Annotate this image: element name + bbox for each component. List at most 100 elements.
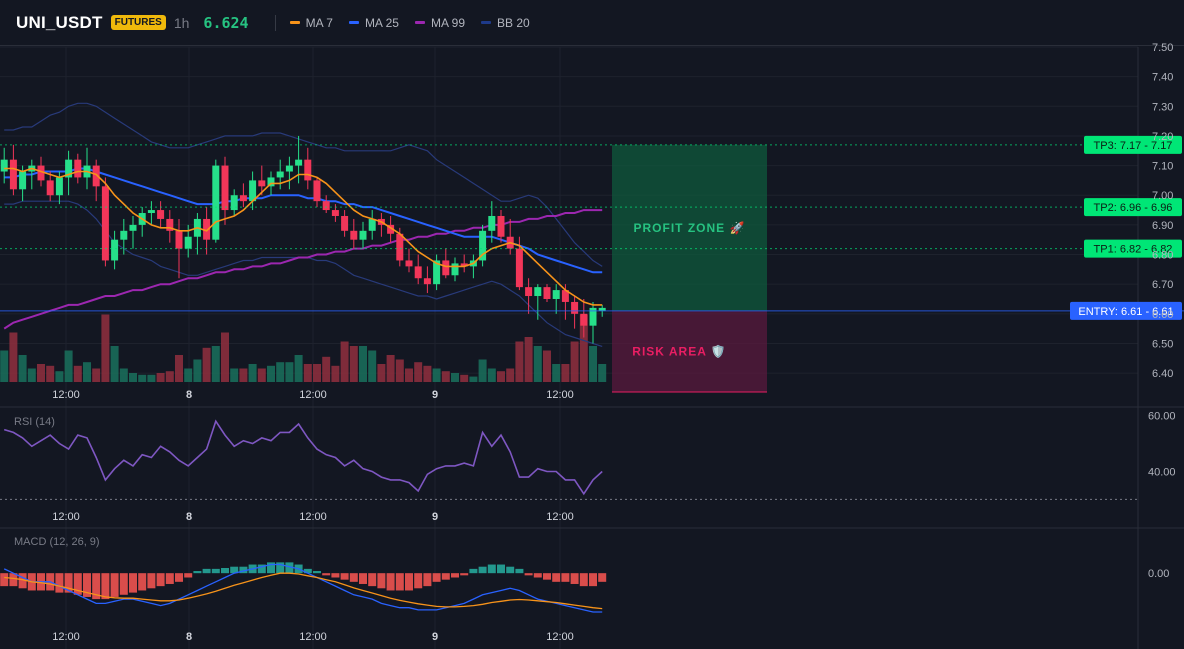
candle-body <box>405 260 413 267</box>
legend-item-bb-20[interactable]: BB 20 <box>481 16 530 30</box>
volume-bar <box>589 346 597 382</box>
volume-bar <box>377 364 386 382</box>
tp2-label-box <box>1084 198 1182 217</box>
candle-body <box>184 236 192 249</box>
volume-bars <box>0 314 607 382</box>
candle-body <box>285 165 293 172</box>
candle-body <box>368 218 376 231</box>
legend-swatch <box>481 21 491 24</box>
volume-bar <box>184 368 193 382</box>
time-tick-label: 12:00 <box>546 389 574 401</box>
price-tick-label: 6.50 <box>1152 338 1173 350</box>
legend-swatch <box>414 21 425 24</box>
timeframe-label[interactable]: 1h <box>173 14 190 31</box>
time-tick-label: 12:00 <box>52 511 80 523</box>
legend-item-ma-25[interactable]: MA 25 <box>348 16 399 30</box>
profit-zone <box>612 144 767 311</box>
time-tick-label: 8 <box>186 631 192 643</box>
macd-histogram-bar <box>469 568 478 574</box>
legend-item-ma-99[interactable]: MA 99 <box>414 15 465 30</box>
tp3-label: TP3: 7.17 - 7.17 <box>1094 140 1173 152</box>
candle-body <box>571 301 579 314</box>
price-tick-label: 6.40 <box>1152 368 1173 380</box>
volume-bar <box>552 364 561 382</box>
volume-bar <box>349 346 358 382</box>
tp2-label: TP2: 6.96 - 6.96 <box>1094 202 1173 214</box>
price-tick-label: 6.60 <box>1152 309 1173 321</box>
volume-bar <box>129 373 137 382</box>
legend-item-ma-7[interactable]: MA 7 <box>289 16 333 30</box>
volume-bar <box>9 332 18 382</box>
volume-bar <box>211 346 220 382</box>
macd-histogram-bar <box>101 573 110 600</box>
time-tick-label: 12:00 <box>52 389 80 401</box>
macd-histogram-bar <box>579 573 588 587</box>
macd-histogram-bar <box>257 564 266 574</box>
macd-histogram-bar <box>119 573 128 595</box>
volume-bar <box>92 368 101 382</box>
symbol-name[interactable]: UNI_USDT <box>16 12 103 32</box>
macd-histogram-bar <box>230 566 239 574</box>
volume-bar <box>598 364 607 382</box>
price-tick-label: 6.90 <box>1152 220 1173 232</box>
volume-bar <box>294 355 303 382</box>
macd-histogram-bar <box>165 573 174 584</box>
candle-body <box>166 218 174 231</box>
macd-histogram-bar <box>340 573 349 580</box>
candle-body <box>295 159 303 166</box>
candle-body <box>488 215 496 231</box>
bb-upper-line <box>4 102 603 267</box>
volume-bar <box>405 368 413 382</box>
macd-histogram-bar <box>138 573 147 591</box>
volume-bar <box>561 364 570 382</box>
macd-histogram-bar <box>561 573 570 582</box>
macd-histogram-bar <box>303 568 312 574</box>
volume-bar <box>414 362 423 382</box>
candle-body <box>239 195 247 202</box>
volume-bar <box>340 341 349 382</box>
volume-bar <box>248 364 257 382</box>
candle-body <box>525 287 533 297</box>
volume-bar <box>83 362 91 382</box>
header-divider <box>274 14 276 31</box>
volume-bar <box>497 371 505 382</box>
volume-bar <box>267 365 275 382</box>
volume-bar <box>147 374 156 382</box>
rsi-tick-label: 60.00 <box>1148 411 1176 423</box>
macd-histogram-bar <box>589 573 597 587</box>
candle-body <box>129 224 137 231</box>
legend-label: BB 20 <box>497 15 530 30</box>
volume-bar <box>37 364 45 382</box>
candle-body <box>0 159 8 172</box>
volume-bar <box>257 368 266 382</box>
candle-body <box>258 180 266 187</box>
time-tick-label: 12:00 <box>299 631 327 643</box>
macd-histogram-bar <box>18 573 27 589</box>
macd-histogram-bar <box>313 571 321 574</box>
macd-tick-label: 0.00 <box>1148 568 1169 580</box>
volume-bar <box>487 368 496 382</box>
candle-body <box>552 290 560 299</box>
macd-histogram-bar <box>92 573 101 600</box>
candle-body <box>451 263 459 276</box>
volume-bar <box>193 359 202 382</box>
macd-histogram-bar <box>451 573 459 578</box>
macd-histogram-bar <box>598 573 607 582</box>
candle-body <box>561 290 569 302</box>
candle-body <box>92 165 100 187</box>
price-tick-label: 7.20 <box>1152 131 1173 143</box>
macd-histogram-bar <box>202 568 211 574</box>
time-tick-label: 12:00 <box>52 631 80 643</box>
volume-bar <box>331 365 340 382</box>
macd-histogram-bar <box>349 573 358 582</box>
legend-label: MA 99 <box>430 15 465 30</box>
volume-bar <box>119 368 128 382</box>
macd-histogram-bar <box>386 573 395 591</box>
candle-body <box>589 307 597 326</box>
candle-body <box>276 171 284 178</box>
volume-bar <box>239 368 248 382</box>
macd-histogram-bar <box>368 573 377 587</box>
time-tick-label: 9 <box>432 511 438 523</box>
volume-bar <box>395 359 404 382</box>
